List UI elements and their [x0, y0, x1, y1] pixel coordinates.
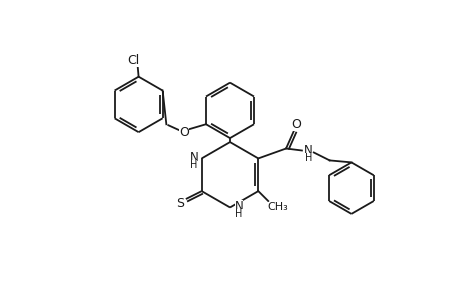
Text: H: H	[190, 160, 197, 170]
Text: S: S	[175, 196, 184, 209]
Text: N: N	[234, 200, 243, 213]
Text: H: H	[304, 153, 312, 164]
Text: O: O	[179, 126, 189, 139]
Text: Cl: Cl	[127, 54, 140, 67]
Text: H: H	[235, 209, 242, 219]
Text: N: N	[303, 144, 312, 157]
Text: N: N	[189, 151, 198, 164]
Text: CH₃: CH₃	[267, 202, 288, 212]
Text: O: O	[291, 118, 300, 131]
